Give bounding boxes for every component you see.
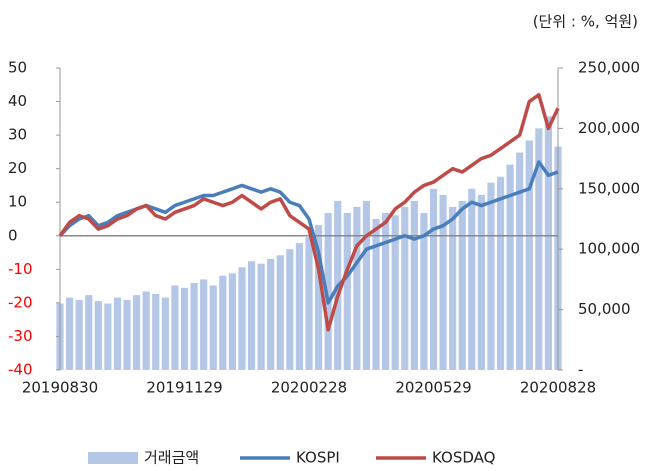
volume-bar — [190, 283, 198, 370]
y-tick-label: -20 — [8, 293, 33, 311]
volume-bar — [257, 263, 265, 370]
volume-bar — [219, 275, 227, 370]
y-tick-label: 40 — [8, 92, 27, 110]
volume-bar — [238, 267, 246, 370]
volume-bar — [372, 219, 380, 370]
volume-bar — [544, 116, 553, 370]
volume-bar — [535, 128, 543, 370]
volume-bar — [209, 285, 217, 370]
volume-bar — [171, 285, 179, 370]
volume-bar — [65, 297, 74, 370]
volume-bar — [276, 255, 284, 370]
volume-bar — [420, 212, 428, 370]
y-tick-label: 30 — [8, 126, 27, 144]
y-tick-label: -40 — [8, 361, 33, 379]
volume-bar — [516, 152, 524, 370]
volume-bar — [104, 303, 112, 370]
volume-bar — [305, 237, 313, 370]
y-tick-label: -30 — [8, 327, 33, 345]
y2-tick-label: 200,000 — [578, 119, 640, 137]
unit-note: (단위 : %, 억원) — [533, 13, 638, 31]
volume-bar — [85, 295, 93, 370]
legend-label: KOSDAQ — [432, 449, 495, 467]
volume-bar — [353, 206, 361, 370]
legend-label: KOSPI — [296, 449, 340, 467]
volume-bar — [391, 215, 399, 370]
y-tick-label: 10 — [8, 193, 27, 211]
index-line — [58, 93, 560, 332]
volume-bar — [228, 273, 236, 370]
volume-bar — [324, 212, 332, 370]
legend-swatch — [88, 452, 138, 464]
volume-bar — [142, 291, 150, 370]
volume-bar — [401, 206, 409, 370]
volume-bar — [468, 188, 476, 370]
legend-label: 거래금액 — [144, 449, 199, 467]
volume-bar — [382, 212, 390, 370]
volume-bar — [506, 164, 514, 370]
y2-tick-label: 50,000 — [578, 300, 631, 318]
volume-bar — [123, 299, 131, 370]
x-tick-label: 20190830 — [22, 379, 98, 397]
y-tick-label: 20 — [8, 159, 27, 177]
x-tick-label: 20200228 — [271, 379, 347, 397]
y2-tick-label: 150,000 — [578, 179, 640, 197]
y2-tick-label: 100,000 — [578, 240, 640, 258]
volume-bar — [449, 206, 457, 370]
volume-bar — [133, 295, 141, 370]
volume-bar — [180, 287, 189, 370]
volume-bar — [161, 297, 169, 370]
volume-bar — [152, 293, 160, 370]
volume-bar — [267, 258, 275, 370]
x-tick-label: 20191129 — [146, 379, 222, 397]
volume-bar — [247, 261, 256, 370]
y-tick-label: 50 — [8, 59, 27, 77]
x-tick-label: 20200529 — [395, 379, 471, 397]
volume-bar — [200, 279, 208, 370]
volume-bar — [496, 176, 505, 370]
volume-bar — [477, 194, 485, 370]
volume-bar — [439, 194, 447, 370]
volume-bar — [314, 225, 323, 370]
y-tick-label: -10 — [8, 260, 33, 278]
volume-bar — [410, 200, 418, 370]
volume-bar — [343, 212, 351, 370]
volume-bar — [525, 140, 533, 370]
y-tick-label: 0 — [8, 226, 18, 244]
x-tick-label: 20200828 — [520, 379, 596, 397]
volume-bar — [75, 299, 83, 370]
volume-bar — [113, 297, 122, 370]
volume-bar — [429, 188, 438, 370]
volume-bar — [94, 301, 102, 370]
volume-bar — [458, 200, 466, 370]
volume-bar — [286, 249, 294, 370]
y2-tick-label: - — [578, 361, 583, 379]
volume-bar — [487, 182, 495, 370]
volume-bar — [362, 200, 371, 370]
y2-tick-label: 250,000 — [578, 59, 640, 77]
volume-bar — [295, 243, 304, 370]
